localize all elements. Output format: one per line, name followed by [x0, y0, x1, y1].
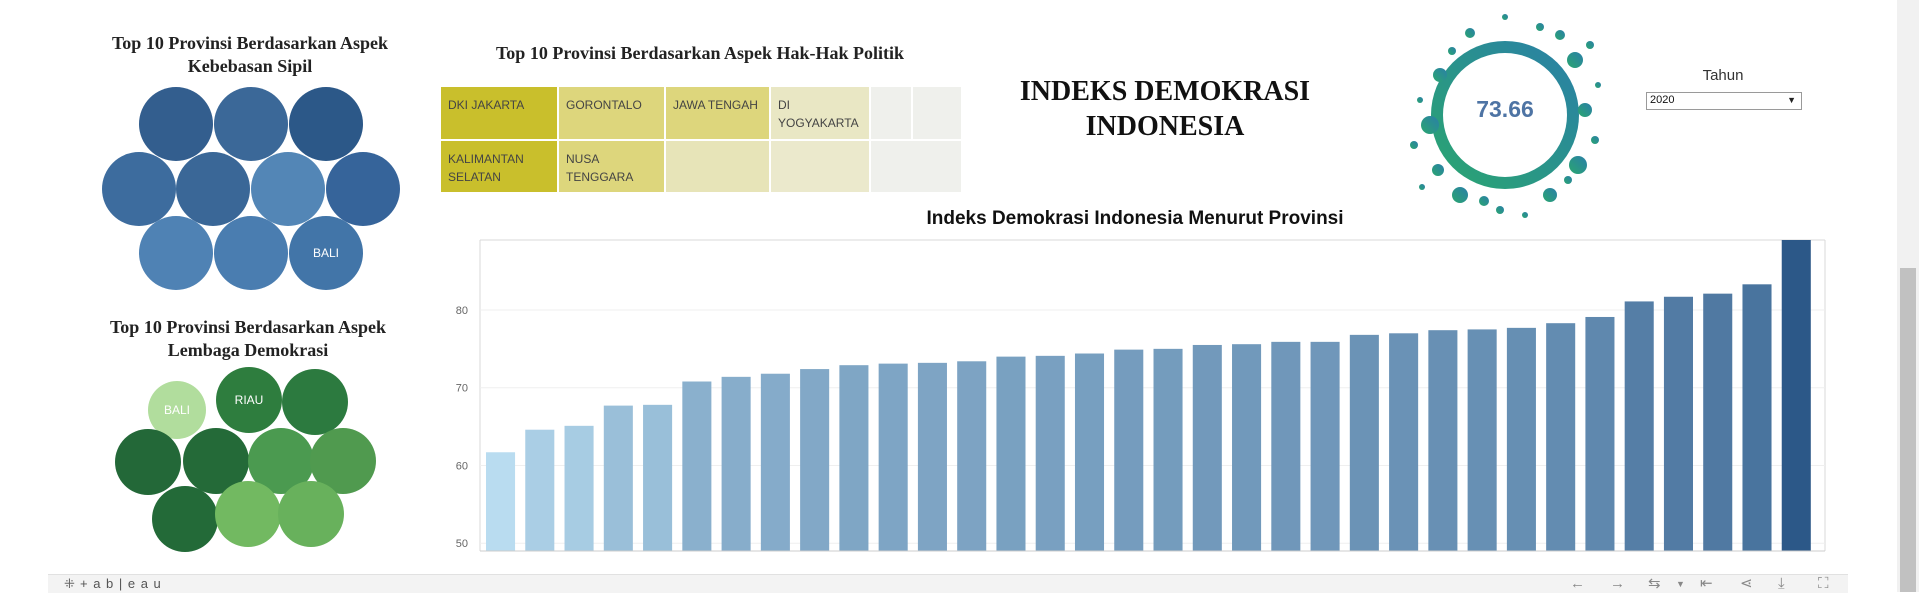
treemap-cell[interactable]	[871, 141, 963, 194]
civil-liberty-bubble[interactable]	[176, 152, 250, 226]
tableau-logo-icon: ⁜	[64, 576, 75, 591]
democracy-institution-bubble[interactable]	[115, 429, 181, 495]
bar[interactable]	[564, 425, 594, 551]
democracy-institution-bubble-chart: BALI RIAU	[105, 365, 395, 555]
year-filter-dropdown[interactable]: 2020 ▼	[1646, 92, 1802, 110]
bar[interactable]	[1389, 333, 1419, 551]
dashboard-title: INDEKS DEMOKRASI INDONESIA	[1019, 76, 1311, 142]
bar[interactable]	[1506, 327, 1536, 551]
treemap-cell[interactable]: NUSA TENGGARA	[559, 141, 666, 194]
y-tick-label: 80	[456, 305, 468, 317]
civil-liberty-bubble[interactable]: BALI	[289, 216, 363, 290]
bar[interactable]	[957, 361, 987, 551]
scrollbar-thumb[interactable]	[1900, 268, 1916, 592]
bar[interactable]	[1467, 329, 1497, 551]
download-icon[interactable]: ⤓	[1778, 575, 1785, 592]
democracy-institution-title: Top 10 Provinsi Berdasarkan Aspek Lembag…	[109, 317, 387, 360]
civil-liberty-bubble[interactable]	[214, 87, 288, 161]
chevron-down-icon: ▼	[1787, 95, 1796, 105]
year-filter-value: 2020	[1650, 94, 1675, 106]
treemap-cell[interactable]: DKI JAKARTA	[441, 87, 559, 141]
treemap-cell[interactable]: GORONTALO	[559, 87, 666, 141]
democracy-institution-bubble[interactable]: BALI	[148, 381, 206, 439]
year-filter-label: Tahun	[1702, 67, 1744, 84]
treemap-cell[interactable]	[666, 141, 771, 194]
tableau-toolbar: ⁜ + a b | e a u ← → ⇆ ▼ ⇤ ⋖ ⤓ ⛶	[48, 574, 1848, 593]
bar[interactable]	[1035, 355, 1065, 551]
civil-liberty-bubble[interactable]	[102, 152, 176, 226]
bar[interactable]	[1271, 341, 1301, 551]
civil-liberty-bubble[interactable]	[139, 87, 213, 161]
kpi-splash: 73.66	[1400, 5, 1610, 220]
chevron-down-icon[interactable]: ▼	[1676, 579, 1685, 589]
bar[interactable]	[1153, 348, 1183, 551]
bar[interactable]	[1703, 293, 1733, 551]
political-rights-title: Top 10 Provinsi Berdasarkan Aspek Hak-Ha…	[495, 43, 905, 63]
bar[interactable]	[682, 381, 712, 551]
civil-liberty-bubble[interactable]	[326, 152, 400, 226]
bar[interactable]	[525, 429, 555, 551]
province-bar-chart: 50 60 70 80	[440, 238, 1830, 573]
redo-icon[interactable]: →	[1610, 575, 1625, 592]
democracy-institution-bubble[interactable]	[152, 486, 218, 552]
treemap-cell[interactable]	[771, 141, 871, 194]
civil-liberty-bubble[interactable]	[139, 216, 213, 290]
treemap-cell[interactable]: DI YOGYAKARTA	[771, 87, 871, 141]
civil-liberty-bubble[interactable]	[214, 216, 288, 290]
bar[interactable]	[1114, 349, 1144, 551]
undo-icon[interactable]: ←	[1570, 575, 1585, 592]
treemap-cell[interactable]: JAWA TENGAH	[666, 87, 771, 141]
bar[interactable]	[1310, 341, 1340, 551]
bar[interactable]	[1624, 301, 1654, 551]
treemap-cell[interactable]: KALIMANTAN SELATAN	[441, 141, 559, 194]
bar[interactable]	[1232, 344, 1262, 551]
bar[interactable]	[486, 452, 516, 551]
bar[interactable]	[1781, 240, 1811, 551]
democracy-institution-bubble-label: RIAU	[234, 393, 264, 407]
civil-liberty-bubble-label: BALI	[312, 246, 339, 260]
kpi-value: 73.66	[1476, 96, 1534, 122]
y-tick-label: 60	[456, 460, 468, 472]
bar[interactable]	[760, 373, 790, 551]
treemap-cell[interactable]	[871, 87, 913, 141]
bar[interactable]	[996, 356, 1026, 551]
share-icon[interactable]: ⋖	[1740, 575, 1753, 592]
civil-liberty-bubble[interactable]	[251, 152, 325, 226]
fullscreen-icon[interactable]: ⛶	[1818, 575, 1829, 592]
democracy-institution-bubble[interactable]	[215, 481, 281, 547]
paint-splash-icon	[1410, 14, 1601, 218]
bar[interactable]	[603, 405, 633, 551]
bar-chart-title: Indeks Demokrasi Indonesia Menurut Provi…	[926, 208, 1344, 229]
democracy-institution-bubble-label: BALI	[163, 403, 190, 417]
bar[interactable]	[800, 369, 830, 551]
tableau-brand: + a b | e a u	[80, 576, 162, 591]
bar[interactable]	[1349, 334, 1379, 551]
reset-icon[interactable]: ⇤	[1700, 575, 1713, 592]
y-tick-label: 50	[456, 538, 468, 550]
bar[interactable]	[1428, 330, 1458, 551]
bar[interactable]	[1585, 316, 1615, 551]
bar[interactable]	[878, 363, 908, 551]
democracy-institution-bubble[interactable]	[278, 481, 344, 547]
bar-chart-svg: 50 60 70 80	[456, 239, 1826, 552]
democracy-institution-bubble[interactable]: RIAU	[216, 367, 282, 433]
civil-liberty-title: Top 10 Provinsi Berdasarkan Aspek Kebeba…	[111, 33, 389, 76]
bar[interactable]	[721, 376, 751, 551]
bar[interactable]	[1663, 296, 1693, 551]
political-rights-treemap: DKI JAKARTA GORONTALO JAWA TENGAH DI YOGYAK…	[441, 87, 963, 194]
civil-liberty-bubble-chart: BALI	[95, 80, 415, 295]
bar[interactable]	[917, 362, 947, 551]
vertical-scrollbar[interactable]	[1897, 0, 1919, 592]
bar[interactable]	[839, 365, 869, 551]
bar[interactable]	[1192, 344, 1222, 551]
y-tick-label: 70	[456, 383, 468, 395]
civil-liberty-bubble[interactable]	[289, 87, 363, 161]
bar[interactable]	[1742, 284, 1772, 551]
treemap-cell[interactable]	[913, 87, 963, 141]
revert-icon[interactable]: ⇆	[1648, 575, 1661, 592]
democracy-institution-bubble[interactable]	[282, 369, 348, 435]
bar[interactable]	[1546, 323, 1576, 551]
bar[interactable]	[1074, 353, 1105, 551]
bar[interactable]	[643, 404, 673, 551]
